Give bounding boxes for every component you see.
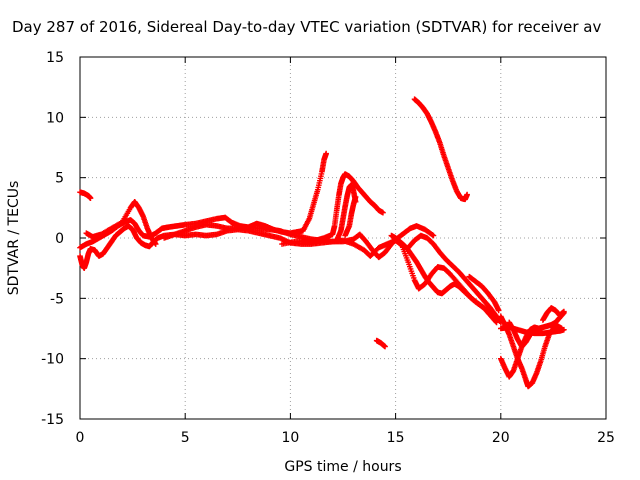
x-tick-label: 5 — [181, 430, 190, 446]
data-point-marker — [531, 326, 538, 333]
data-series — [83, 199, 159, 247]
data-point-marker — [561, 308, 567, 315]
chart-title: Day 287 of 2016, Sidereal Day-to-day VTE… — [12, 18, 601, 36]
y-tick-label: 5 — [55, 171, 64, 187]
data-point-marker — [429, 232, 436, 238]
data-point-marker — [430, 232, 437, 239]
y-tick-labels: 15 10 5 0 -5 -10 -15 — [41, 50, 64, 428]
data-point-marker — [152, 241, 159, 247]
data-point-marker — [323, 150, 329, 157]
x-tick-label: 15 — [387, 430, 405, 446]
data-series — [279, 171, 386, 247]
y-tick-label: 10 — [46, 110, 64, 126]
data-series — [388, 232, 500, 326]
data-series — [161, 150, 329, 241]
data-series — [77, 189, 94, 201]
data-point-marker — [493, 319, 500, 326]
data-series — [498, 310, 567, 380]
x-tick-label: 10 — [281, 430, 299, 446]
data-point-marker — [493, 318, 499, 325]
data-series — [342, 194, 359, 239]
x-tick-labels: 0 5 10 15 20 25 — [76, 430, 615, 446]
data-series — [333, 182, 359, 244]
data-point-marker — [561, 326, 567, 333]
y-tick-label: 15 — [46, 50, 64, 66]
x-tick-label: 25 — [597, 430, 615, 446]
data-series — [405, 232, 500, 320]
data-point-marker — [382, 343, 388, 350]
data-series — [373, 337, 388, 350]
y-tick-label: -10 — [41, 352, 64, 368]
x-axis-label: GPS time / hours — [284, 459, 401, 475]
x-tick-label: 0 — [76, 430, 85, 446]
data-point-marker — [464, 191, 470, 198]
y-tick-label: -5 — [50, 291, 64, 307]
y-tick-label: 0 — [55, 231, 64, 247]
data-series — [411, 96, 470, 203]
data-points — [77, 96, 567, 390]
x-tick-label: 20 — [492, 430, 510, 446]
data-series — [466, 273, 502, 314]
y-axis-label: SDTVAR / TECUs — [6, 181, 22, 296]
data-point-marker — [495, 307, 502, 314]
data-point-marker — [87, 195, 94, 201]
data-series — [506, 319, 538, 350]
data-point-marker — [493, 312, 499, 319]
axis-ticks — [79, 56, 607, 420]
data-point-marker — [352, 194, 359, 200]
data-series — [540, 305, 567, 323]
y-tick-label: -15 — [41, 412, 64, 428]
data-point-marker — [380, 209, 386, 216]
